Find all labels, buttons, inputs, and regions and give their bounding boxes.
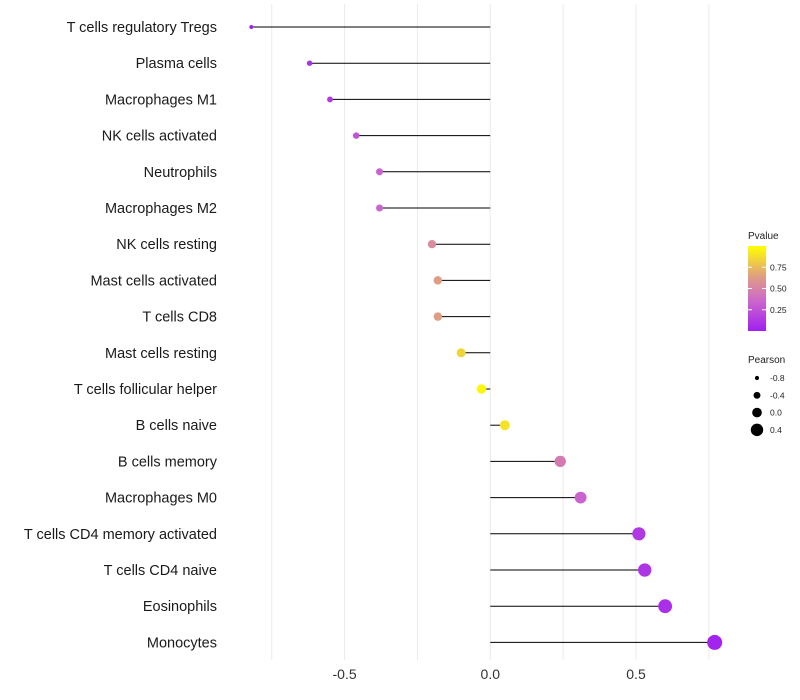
pearson-legend-label: 0.4 xyxy=(770,425,782,435)
category-label: Macrophages M2 xyxy=(105,201,217,217)
category-label: Macrophages M1 xyxy=(105,92,217,108)
pvalue-legend-title: Pvalue xyxy=(748,231,779,242)
category-label: T cells CD8 xyxy=(142,310,217,326)
pearson-legend-label: 0.0 xyxy=(770,408,782,418)
pearson-legend-key xyxy=(750,423,764,437)
category-label: NK cells resting xyxy=(116,237,217,253)
category-label: Plasma cells xyxy=(136,56,217,72)
x-axis-ticks: -0.5 0.0 0.5 xyxy=(333,666,646,682)
category-label: B cells naive xyxy=(136,418,217,434)
pearson-legend-key xyxy=(753,391,761,399)
category-label: T cells CD4 memory activated xyxy=(24,527,217,543)
lollipop-point xyxy=(638,563,652,577)
lollipop-point xyxy=(433,312,443,321)
x-tick-label: 0.0 xyxy=(481,666,501,682)
category-label: NK cells activated xyxy=(102,129,217,145)
lollipop-point xyxy=(658,599,673,614)
lollipop-point xyxy=(632,527,646,541)
lollipop-point xyxy=(376,204,384,212)
x-tick-label: 0.5 xyxy=(626,666,646,682)
pearson-legend-key xyxy=(752,407,762,418)
lollipop-point xyxy=(554,455,566,468)
points-layer xyxy=(249,25,723,650)
pvalue-legend-label: 0.75 xyxy=(770,262,787,272)
category-label: T cells CD4 naive xyxy=(104,563,217,579)
category-labels: T cells regulatory Tregs Plasma cells Macr… xyxy=(24,20,218,651)
pearson-legend: Pearson -0.8 -0.4 0.0 0.4 xyxy=(748,355,785,437)
category-label: Mast cells resting xyxy=(105,346,217,362)
pvalue-legend-label: 0.50 xyxy=(770,284,787,294)
pearson-legend-title: Pearson xyxy=(748,355,785,366)
lollipop-point xyxy=(707,634,723,650)
lollipop-point xyxy=(376,168,384,176)
lollipop-point xyxy=(352,132,360,139)
pvalue-colorbar xyxy=(748,246,766,331)
category-label: Macrophages M0 xyxy=(105,491,217,507)
lollipop-point xyxy=(306,60,313,66)
pvalue-legend-label: 0.25 xyxy=(770,305,787,315)
category-label: T cells regulatory Tregs xyxy=(67,20,217,36)
lollipop-point xyxy=(327,96,333,103)
category-label: Monocytes xyxy=(147,635,217,651)
lollipop-point xyxy=(249,25,254,29)
lollipop-point xyxy=(499,420,510,431)
lollipop-point xyxy=(574,491,587,504)
lollipop-point xyxy=(427,240,437,249)
lollipop-point xyxy=(433,276,443,285)
category-label: B cells memory xyxy=(118,454,218,470)
category-label: Neutrophils xyxy=(144,165,217,181)
category-label: Mast cells activated xyxy=(90,273,217,289)
pvalue-legend: Pvalue 0.25 0.50 0.75 xyxy=(748,231,787,331)
lollipop-point xyxy=(456,348,466,358)
pearson-legend-key xyxy=(754,375,760,381)
pearson-legend-label: -0.4 xyxy=(770,390,785,400)
grid-layer xyxy=(271,4,710,660)
pearson-legend-label: -0.8 xyxy=(770,373,785,383)
lollipop-point xyxy=(476,384,487,394)
category-label: Eosinophils xyxy=(143,599,217,615)
segments-layer xyxy=(251,26,715,643)
x-tick-label: -0.5 xyxy=(333,666,357,682)
category-label: T cells follicular helper xyxy=(74,382,217,398)
